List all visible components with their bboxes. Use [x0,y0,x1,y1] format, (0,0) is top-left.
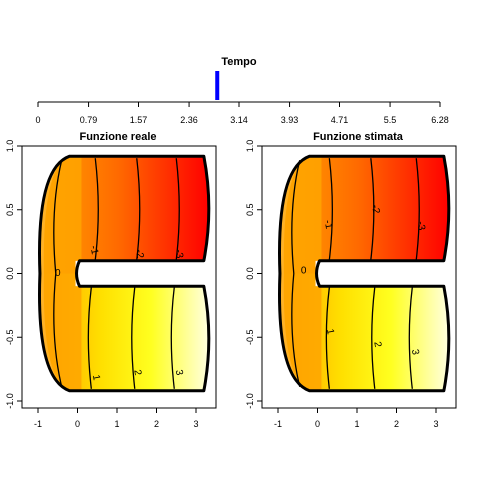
x-tick-label: 3 [433,419,438,429]
bottom-lobe-fill [283,273,449,391]
x-tick-label: 3 [193,419,198,429]
top-lobe-fill [43,156,209,274]
contour-line [291,160,301,387]
panel-funzione-reale: Funzione reale -3 -2 -1 0 1 2 3 -1 0 1 2 3 -1.0 -0.… [5,131,217,429]
contour-label: 0 [301,266,307,277]
domain-outline [278,154,451,393]
panel-title-reale: Funzione reale [79,131,156,143]
contours-stimata: -3 -2 -1 0 1 2 3 [291,158,427,389]
panel-title-stimata: Funzione stimata [313,131,404,143]
contour-line [175,158,180,260]
x-axis-reale: -1 0 1 2 3 [34,407,199,429]
slider-tick-label: 1.57 [130,115,148,125]
x-tick-label: -1 [274,419,282,429]
top-lobe-fill [283,156,449,274]
contour-label: 1 [324,328,336,336]
contour-label: -1 [322,219,334,230]
contour-label: -2 [133,249,145,260]
contour-line [131,287,136,389]
contour-label: -2 [369,204,381,215]
contour-line [170,287,175,389]
x-tick-label: 0 [75,419,80,429]
x-tick-label: 2 [394,419,399,429]
slider-tick-label: 4.71 [331,115,349,125]
slider-tick-label: 5.5 [384,115,397,125]
left-band-fill [40,156,82,391]
slider-title: Tempo [221,56,257,68]
contour-line [415,158,420,260]
x-axis-stimata: -1 0 1 2 3 [274,407,439,429]
contour-label: 2 [371,341,383,349]
slider-tick-label: 3.14 [230,115,248,125]
slider-tick-label: 6.28 [431,115,449,125]
contour-line [94,158,99,260]
contour-line [371,287,376,389]
bottom-lobe-fill [43,273,209,391]
y-tick-label: 0.0 [5,267,15,280]
contour-line [370,158,375,260]
slider-tick-label: 2.36 [180,115,198,125]
contour-line [136,158,141,260]
left-band-fill [280,156,322,391]
y-axis-reale: -1.0 -0.5 0.0 0.5 1.0 [5,140,23,409]
contour-label: 0 [55,268,61,279]
contour-label: 1 [90,374,102,382]
y-axis-stimata: -1.0 -0.5 0.0 0.5 1.0 [245,140,263,409]
slider-marker[interactable] [215,71,220,100]
contour-label: -3 [414,221,426,232]
y-tick-label: 1.0 [5,140,15,153]
y-tick-label: 0.5 [5,203,15,216]
domain-shape-reale [38,154,211,393]
domain-outline [38,154,211,393]
contour-line [53,160,63,387]
y-tick-label: -1.0 [5,393,15,409]
x-tick-label: 1 [354,419,359,429]
domain-shape-stimata [278,154,451,393]
contours-reale: -3 -2 -1 0 1 2 3 [53,158,185,389]
y-tick-label: -0.5 [245,329,255,345]
contour-label: -3 [173,249,185,260]
contour-line [328,158,333,260]
contour-line [325,287,330,389]
time-slider[interactable]: Tempo 0 0.79 1.57 2.36 3.14 3.93 4.71 5.5 6.28 [35,56,448,125]
contour-label: 2 [131,369,143,377]
contour-line [87,287,92,389]
y-tick-label: 0.5 [245,203,255,216]
contour-label: 3 [409,348,421,356]
y-tick-label: -0.5 [5,329,15,345]
x-tick-label: 1 [114,419,119,429]
x-tick-label: 0 [315,419,320,429]
y-tick-label: -1.0 [245,393,255,409]
x-tick-label: 2 [154,419,159,429]
slider-ticks: 0 0.79 1.57 2.36 3.14 3.93 4.71 5.5 6.28 [35,102,449,125]
contour-label: 3 [173,369,185,377]
slider-tick-label: 0.79 [80,115,98,125]
slider-tick-label: 3.93 [281,115,299,125]
slider-tick-label: 0 [35,115,40,125]
contour-label: -1 [88,245,100,256]
x-tick-label: -1 [34,419,42,429]
y-tick-label: 1.0 [245,140,255,153]
y-tick-label: 0.0 [245,267,255,280]
contour-line [408,287,413,389]
